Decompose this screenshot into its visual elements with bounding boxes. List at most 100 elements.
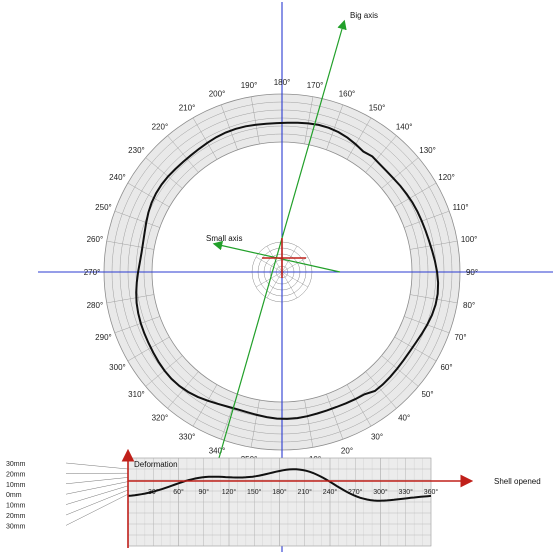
band-spoke: [365, 371, 397, 409]
profile-y-label: 0mm: [6, 492, 22, 499]
center-marker: [262, 238, 306, 278]
profile-y-label: 10mm: [6, 482, 26, 489]
angle-label: 50°: [421, 390, 433, 399]
angle-label: 310°: [128, 390, 145, 399]
profile-y-label: 30mm: [6, 461, 26, 468]
band-spoke: [346, 117, 372, 160]
angle-label: 230°: [128, 146, 145, 155]
angle-label: 120°: [438, 173, 455, 182]
angle-label: 210°: [179, 103, 196, 112]
angle-label: 220°: [152, 122, 169, 131]
profile-leader: [65, 481, 129, 495]
band-spoke: [326, 394, 344, 440]
band-spoke: [250, 399, 260, 448]
big-axis-line: [214, 19, 347, 473]
polar-spokes: [104, 94, 460, 450]
band-spoke: [114, 210, 160, 228]
angle-label: 180°: [274, 78, 291, 87]
band-spoke: [220, 104, 238, 150]
profile-x-label: 330°: [399, 488, 414, 496]
profile-y-label: 20mm: [6, 513, 26, 520]
band-spoke: [404, 210, 450, 228]
shell-opened-label: Shell opened: [494, 477, 541, 486]
angle-label: 40°: [398, 414, 410, 423]
angle-label: 160°: [339, 89, 356, 98]
profile-y-label: 20mm: [6, 471, 26, 478]
band-spoke: [365, 135, 397, 173]
angle-label: 280°: [87, 301, 104, 310]
angle-label: 70°: [454, 333, 466, 342]
profile-leader: [65, 462, 129, 470]
angle-label: 110°: [453, 203, 469, 212]
band-spoke: [114, 316, 160, 334]
angle-label: 260°: [87, 235, 104, 244]
profile-x-label: 360°: [424, 488, 439, 496]
profile-x-label: 210°: [298, 488, 313, 496]
angle-label: 170°: [307, 81, 324, 90]
band-spoke: [167, 371, 199, 409]
profile-y-label: 30mm: [6, 523, 26, 530]
band-spoke: [346, 384, 372, 427]
profile-leader: [65, 489, 129, 516]
deformation-curve: [127, 468, 432, 502]
angle-label: 130°: [419, 146, 436, 155]
angle-label: 250°: [95, 203, 112, 212]
profile-y-label: 10mm: [6, 503, 26, 510]
angle-label: 200°: [209, 89, 226, 98]
band-spoke: [394, 336, 437, 362]
profile-leader: [65, 485, 129, 505]
profile-x-label: 180°: [272, 488, 287, 496]
angle-label: 100°: [461, 235, 478, 244]
profile-leader: [65, 493, 129, 526]
band-spoke: [250, 96, 260, 145]
angle-label: 60°: [440, 363, 452, 372]
band-spoke: [192, 384, 218, 427]
profile-x-label: 120°: [222, 488, 237, 496]
band-spoke: [127, 182, 170, 208]
angle-label: 90°: [466, 268, 478, 277]
small-axis-label: Small axis: [206, 234, 242, 243]
profile-x-label: 60°: [173, 488, 184, 496]
angle-label: 80°: [463, 301, 475, 310]
band-spoke: [106, 294, 155, 304]
band-spoke: [304, 96, 314, 145]
profile-grid: [128, 458, 431, 546]
band-spoke: [381, 355, 419, 387]
profile-x-label: 270°: [348, 488, 363, 496]
band-spoke: [409, 240, 458, 250]
big-axis-label: Big axis: [350, 11, 378, 20]
deformation-title: Deformation: [134, 460, 178, 469]
band-spoke: [326, 104, 344, 150]
shell-profile-curve: [135, 121, 440, 420]
profile-leader: [65, 477, 129, 485]
profile-y-labels: 30mm 20mm 10mm 0mm 10mm 20mm 30mm: [6, 461, 26, 530]
band-spoke: [192, 117, 218, 160]
angle-label: 30°: [371, 433, 383, 442]
angle-label: 290°: [95, 333, 112, 342]
profile-x-label: 150°: [247, 488, 262, 496]
angle-label: 270°: [84, 268, 101, 277]
band-spoke: [167, 135, 199, 173]
band-spoke: [381, 157, 419, 189]
angle-label: 190°: [241, 81, 258, 90]
band-spoke: [409, 294, 458, 304]
angle-label: 320°: [152, 414, 169, 423]
profile-x-label: 240°: [323, 488, 338, 496]
band-spoke: [304, 399, 314, 448]
angle-label: 300°: [109, 363, 126, 372]
band-spoke: [106, 240, 155, 250]
band-spoke: [145, 157, 183, 189]
band-spoke: [127, 336, 170, 362]
profile-x-label: 90°: [198, 488, 209, 496]
angle-label: 330°: [179, 433, 196, 442]
angle-label: 340°: [209, 447, 226, 456]
angle-label: 150°: [369, 103, 386, 112]
band-spoke: [394, 182, 437, 208]
angle-label: 140°: [396, 122, 413, 131]
profile-x-label: 300°: [373, 488, 388, 496]
profile-leader-lines: [65, 462, 129, 526]
angle-label: 20°: [341, 447, 353, 456]
angle-label: 240°: [109, 173, 126, 182]
